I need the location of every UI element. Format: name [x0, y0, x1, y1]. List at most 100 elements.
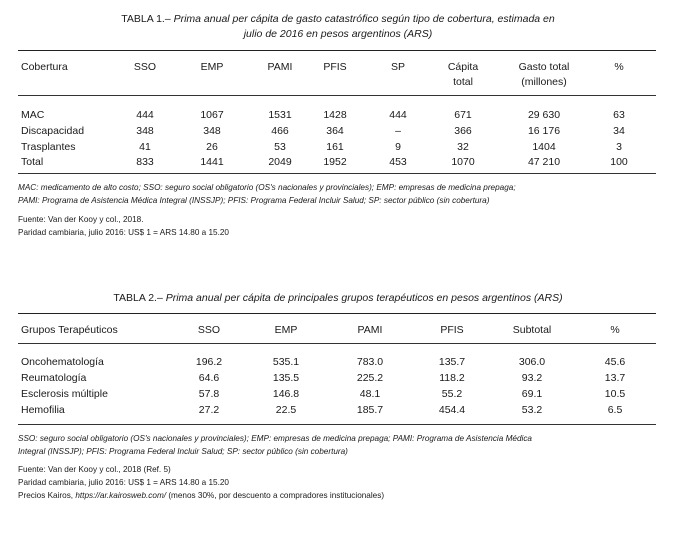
table2-header-rule	[18, 343, 656, 344]
table1-cell-capita: 671	[454, 109, 472, 121]
table1-cell-capita: 366	[454, 125, 472, 137]
table1-header-sp: SP	[390, 61, 406, 73]
table1-header-cobertura: Cobertura	[21, 61, 68, 73]
table2-cell-pfis: 55.2	[441, 388, 463, 400]
table1-abbrev-line2: PAMI: Programa de Asistencia Médica Inte…	[18, 196, 490, 205]
table2-cell-pami: 48.1	[359, 388, 381, 400]
table1-bottom-rule	[18, 173, 656, 174]
table1-cell-emp: 348	[203, 125, 221, 137]
table1-top-rule	[18, 50, 656, 51]
table2-cell-grupo: Hemofilia	[21, 404, 65, 416]
table2-cell-pami: 783.0	[356, 356, 384, 368]
table2-cell-sso: 64.6	[198, 372, 220, 384]
table1-cell-pami: 2049	[268, 156, 292, 168]
table1-header-capita-1: Cápita	[447, 61, 479, 73]
table2-cell-pct: 6.5	[607, 404, 623, 416]
table1-cell-pct: 34	[613, 125, 625, 137]
table1-cell-sp: 9	[395, 141, 401, 153]
table2-top-rule	[18, 313, 656, 314]
table1-cell-pct: 3	[616, 141, 622, 153]
table1-cell-emp: 1067	[200, 109, 224, 121]
table2-cell-emp: 535.1	[272, 356, 300, 368]
table1-header-rule	[18, 95, 656, 96]
table2-header-pfis: PFIS	[440, 324, 464, 336]
table1-caption: TABLA 1.– Prima anual per cápita de gast…	[0, 12, 676, 42]
table2-cell-sso: 57.8	[198, 388, 220, 400]
table1-cell-gasto: 16 176	[527, 125, 561, 137]
table2-cell-pct: 10.5	[604, 388, 626, 400]
table1-header-pct: %	[614, 61, 624, 73]
table1-cell-sp: 453	[389, 156, 407, 168]
table1-cell-pami: 466	[271, 125, 289, 137]
table1-caption-line1: Prima anual per cápita de gasto catastró…	[173, 13, 555, 25]
table1-label: TABLA 1.–	[121, 13, 171, 25]
table1-caption-line2: julio de 2016 en pesos argentinos (ARS)	[243, 28, 433, 40]
table2-cell-sso: 27.2	[198, 404, 220, 416]
table1-cell-pami: 53	[274, 141, 286, 153]
table2-exchange: Paridad cambiaria, julio 2016: US$ 1 = A…	[18, 478, 229, 487]
table2-caption-text: Prima anual per cápita de principales gr…	[165, 292, 563, 304]
table1-cell-sso: 444	[136, 109, 154, 121]
table1-cell-pami: 1531	[268, 109, 292, 121]
table2-cell-subtotal: 53.2	[521, 404, 543, 416]
table1-cell-capita: 32	[457, 141, 469, 153]
table1-header-sso: SSO	[133, 61, 157, 73]
table1-cell-sso: 41	[139, 141, 151, 153]
table1-abbrev-line1: MAC: medicamento de alto costo; SSO: seg…	[18, 183, 516, 192]
table2-cell-grupo: Reumatología	[21, 372, 87, 384]
table2-caption: TABLA 2.– Prima anual per cápita de prin…	[0, 291, 676, 306]
table2-cell-pfis: 118.2	[439, 372, 465, 384]
table1-cell-emp: 26	[206, 141, 218, 153]
table2-prices: Precios Kairos, https://ar.kairosweb.com…	[18, 490, 658, 502]
table2-cell-pami: 185.7	[356, 404, 384, 416]
table2-label: TABLA 2.–	[113, 292, 163, 304]
table1-source: Fuente: Van der Kooy y col., 2018.	[18, 215, 144, 224]
table2-cell-pfis: 135.7	[438, 356, 466, 368]
table2-header-emp: EMP	[274, 324, 298, 336]
table1-cell-sp: 444	[389, 109, 407, 121]
table1-cell-sp: –	[395, 125, 401, 137]
table2-prices-suffix: (menos 30%, por descuento a compradores …	[168, 491, 385, 500]
table2-abbrev-line2: Integral (INSSJP); PFIS: Programa Federa…	[18, 447, 348, 456]
table2-cell-subtotal: 306.0	[518, 356, 546, 368]
table1-cell-gasto: 1404	[532, 141, 556, 153]
table1-cell-pct: 100	[610, 156, 628, 168]
table1-cell-sso: 833	[136, 156, 154, 168]
table1-cell-cobertura: Trasplantes	[21, 141, 76, 153]
table1-cell-pfis: 364	[326, 125, 344, 137]
table1-cell-pfis: 1952	[323, 156, 347, 168]
table1-cell-capita: 1070	[451, 156, 475, 168]
table2-header-subtotal: Subtotal	[512, 324, 552, 336]
table1-header-gasto-1: Gasto total	[518, 61, 570, 73]
table2-source: Fuente: Van der Kooy y col., 2018 (Ref. …	[18, 465, 171, 474]
table2-header-pct: %	[610, 324, 620, 336]
table2-bottom-rule	[18, 424, 656, 425]
table1-header-capita-2: total	[453, 76, 473, 88]
table2-cell-pfis: 454.4	[438, 404, 466, 416]
table1-cell-cobertura: Total	[21, 156, 44, 168]
table1-header-gasto-2: (millones)	[521, 76, 567, 88]
table2-header-grupo: Grupos Terapéuticos	[21, 324, 118, 336]
table2-cell-subtotal: 93.2	[521, 372, 543, 384]
table1-cell-gasto: 29 630	[527, 109, 561, 121]
table1-cell-pct: 63	[613, 109, 625, 121]
table1-header-pami: PAMI	[267, 61, 293, 73]
table2-cell-grupo: Esclerosis múltiple	[21, 388, 108, 400]
table2-cell-emp: 135.5	[272, 372, 300, 384]
table2-cell-grupo: Oncohematología	[21, 356, 104, 368]
table1-cell-emp: 1441	[200, 156, 224, 168]
table1-header-emp: EMP	[200, 61, 224, 73]
table2-header-sso: SSO	[197, 324, 221, 336]
kairos-link[interactable]: https://ar.kairosweb.com/	[75, 491, 167, 500]
table1-exchange: Paridad cambiaria, julio 2016: US$ 1 = A…	[18, 228, 229, 237]
table1-cell-cobertura: MAC	[21, 109, 45, 121]
table2-cell-subtotal: 69.1	[521, 388, 543, 400]
table2-cell-pct: 45.6	[604, 356, 626, 368]
table1-cell-pfis: 1428	[323, 109, 347, 121]
table1-cell-cobertura: Discapacidad	[21, 125, 85, 137]
table2-header-pami: PAMI	[357, 324, 383, 336]
table2-abbrev-line1: SSO: seguro social obligatorio (OS's nac…	[18, 434, 532, 443]
table1-cell-sso: 348	[136, 125, 154, 137]
table2-prices-prefix: Precios Kairos,	[18, 491, 74, 500]
table1-cell-pfis: 161	[326, 141, 344, 153]
